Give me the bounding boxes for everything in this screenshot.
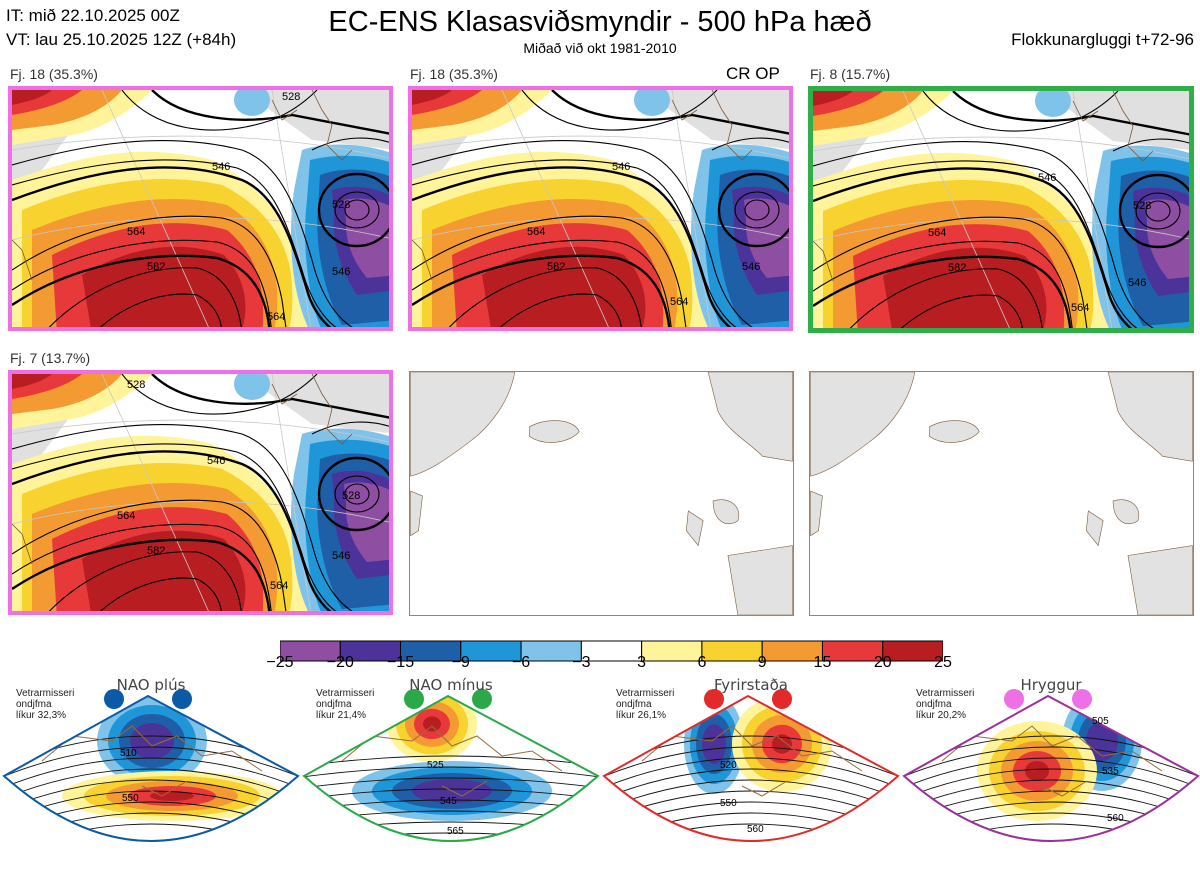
colorbar-tick: 6	[697, 654, 707, 671]
regime-meta: Vetrarmisseri ondjfma líkur 21,4%	[316, 688, 375, 721]
colorbar-tick: −3	[572, 654, 591, 671]
regime-title: NAO plús	[116, 676, 186, 694]
regime-marker	[404, 689, 424, 709]
empty-map-1	[409, 371, 794, 616]
contour-label: 582	[147, 545, 165, 557]
contour-label: 582	[547, 261, 565, 273]
contour-label: 546	[332, 550, 350, 562]
contour-label: 564	[527, 226, 545, 238]
panel-3-label: Fj. 8 (15.7%)	[810, 66, 891, 82]
contour-label: 528	[127, 379, 145, 391]
base-map-1	[410, 372, 793, 615]
contour-label: 528	[342, 490, 360, 502]
map-panel-3: 528 546 564 582 546 564	[808, 86, 1194, 333]
contour-label: 546	[212, 161, 230, 173]
map-panel-4: 528 546 564 582 528 546 564	[8, 370, 393, 615]
anomaly-map-1: 528 546 564 582 528 546 564	[12, 90, 389, 327]
classification-window: Flokkunargluggi t+72-96	[1011, 30, 1194, 49]
colorbar-tick: 25	[934, 654, 952, 671]
colorbar-tick: −6	[511, 654, 531, 671]
contour-label: 546	[332, 266, 350, 278]
regime-contour-label: 560	[1107, 813, 1124, 824]
regime-diagram: 505 535 560 Hryggur Vetrarmisseri ondjfma líku…	[902, 676, 1200, 871]
map-panel-2: 546 564 582 546 564	[408, 86, 793, 331]
contour-label: 582	[948, 262, 966, 274]
regime-title: Fyrirstaða	[714, 676, 788, 694]
colorbar-tick: −9	[451, 654, 470, 671]
regime-map: 505 535 560	[902, 689, 1200, 842]
contour-label: 564	[928, 227, 946, 239]
regime-contour-label: 535	[1102, 766, 1119, 777]
contour-label: 564	[267, 311, 285, 323]
panel-1-label: Fj. 18 (35.3%)	[10, 66, 98, 82]
contour-label: 528	[1133, 200, 1151, 212]
regime-contour-label: 550	[122, 793, 139, 804]
colorbar-tick: 9	[757, 654, 767, 671]
panel-2-label: Fj. 18 (35.3%)	[410, 66, 498, 82]
regime-contour-label: 505	[1092, 716, 1109, 727]
regime-map: 525 545 565	[302, 689, 600, 842]
colorbar	[280, 640, 943, 662]
regime-contour-label: 525	[427, 760, 444, 771]
colorbar-swatch	[882, 640, 943, 662]
colorbar-tick: 15	[813, 654, 832, 671]
regime-contour-label: 550	[720, 798, 737, 809]
regime-marker	[104, 689, 124, 709]
colorbar-swatch	[701, 640, 763, 662]
regime-marker	[772, 689, 792, 709]
contour-label: 564	[117, 510, 135, 522]
colorbar-tick: 3	[637, 654, 647, 671]
header-times: IT: mið 22.10.2025 00Z VT: lau 25.10.202…	[6, 4, 236, 52]
regime-meta: Vetrarmisseri ondjfma líkur 32,3%	[16, 688, 75, 721]
regime-contour-label: 520	[720, 760, 737, 771]
regime-diagram: 520 550 560 Fyrirstaða Vetrarmisseri ondjfma l…	[602, 676, 900, 871]
regime-contour-label: 565	[447, 826, 464, 837]
init-time: IT: mið 22.10.2025 00Z	[6, 6, 180, 25]
anomaly-map-2: 546 564 582 546 564	[412, 90, 789, 327]
regime-title: Hryggur	[1020, 676, 1082, 694]
colorbar-tick: 20	[873, 654, 892, 671]
panel-2-tag: CR OP	[726, 64, 780, 83]
colorbar-tick: −15	[386, 654, 415, 671]
regime-marker	[1004, 689, 1024, 709]
regime-diagram: 510 550 NAO plús Vetrarmisseri ondjfma líkur …	[2, 676, 300, 871]
regime-contour-label: 560	[747, 824, 764, 835]
contour-label: 546	[742, 261, 760, 273]
contour-label: 546	[207, 455, 225, 467]
base-map-2	[810, 372, 1193, 615]
valid-time: VT: lau 25.10.2025 12Z (+84h)	[6, 30, 237, 49]
regime-map: 520 550 560	[602, 689, 900, 842]
contour-label: 564	[270, 580, 288, 592]
contour-label: 546	[1038, 172, 1056, 184]
regime-marker	[172, 689, 192, 709]
map-panel-1: 528 546 564 582 528 546 564	[8, 86, 393, 331]
regime-contour-label: 545	[440, 796, 457, 807]
empty-map-2	[809, 371, 1194, 616]
anomaly-map-3: 528 546 564 582 546 564	[813, 91, 1189, 328]
colorbar-tick: −20	[326, 654, 354, 671]
contour-label: 528	[332, 199, 350, 211]
contour-label: 564	[670, 296, 688, 308]
regime-marker	[472, 689, 492, 709]
regime-meta: Vetrarmisseri ondjfma líkur 26,1%	[616, 688, 675, 721]
chart-subtitle: Miðað við okt 1981-2010	[523, 40, 677, 56]
contour-label: 546	[612, 161, 630, 173]
regime-diagram: 525 545 565 NAO mínus Vetrarmisseri ondjfma lí…	[302, 676, 600, 871]
regime-map: 510 550	[2, 689, 300, 842]
colorbar-swatch	[641, 640, 703, 662]
contour-label: 582	[147, 261, 165, 273]
contour-label: 564	[127, 226, 145, 238]
regime-contour-label: 510	[120, 748, 137, 759]
regime-marker	[1072, 689, 1092, 709]
contour-label: 564	[1071, 302, 1089, 314]
regime-title: NAO mínus	[409, 676, 493, 694]
chart-title: EC-ENS Klasasviðsmyndir - 500 hPa hæð	[328, 6, 872, 38]
contour-label: 546	[1128, 277, 1146, 289]
anomaly-map-4: 528 546 564 582 528 546 564	[12, 374, 389, 611]
colorbar-tick: −25	[266, 654, 294, 671]
contour-label: 528	[282, 91, 300, 103]
panel-4-label: Fj. 7 (13.7%)	[10, 350, 91, 366]
regime-marker	[704, 689, 724, 709]
regime-meta: Vetrarmisseri ondjfma líkur 20,2%	[916, 688, 975, 721]
